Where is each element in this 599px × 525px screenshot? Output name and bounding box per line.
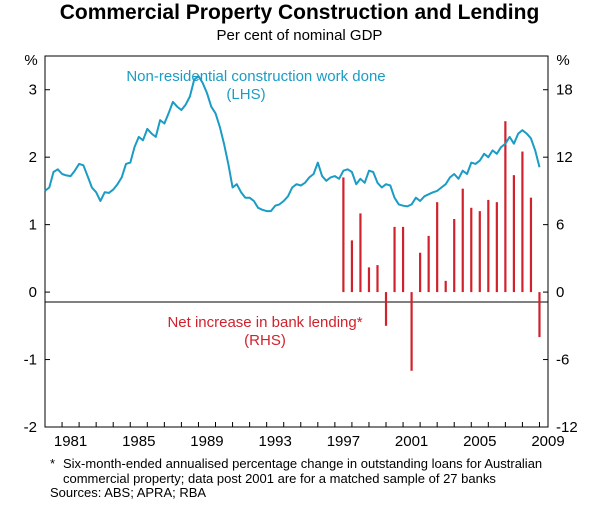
right-tick-label: -12 [556,419,578,436]
lending-bar [393,226,396,293]
lending-bar [478,211,481,293]
plot-frame [44,55,549,428]
footnote-mark: * [50,456,56,471]
right-tick-label: 12 [556,149,573,166]
x-tick-label: 2005 [463,433,496,450]
right-axis: % -12 -6 0 6 12 18 [543,52,578,436]
x-tick-label: 2009 [531,433,564,450]
left-tick-label: -1 [24,352,37,369]
lending-bar [504,121,507,293]
x-tick-label: 1989 [190,433,223,450]
lending-bar [436,202,439,293]
footnote-text: Six-month-ended annualised percentage ch… [63,456,543,486]
lending-bar [461,188,464,293]
lending-series-label: Net increase in bank lending* [167,314,362,331]
lending-bar [453,219,456,293]
lending-bar [401,226,405,293]
lending-bar [529,197,533,293]
x-tick-label: 1985 [122,433,155,450]
lending-bar [521,151,524,293]
left-axis-unit: % [24,52,37,69]
left-tick-label: 1 [29,217,37,234]
left-tick-label: 2 [29,149,37,166]
lending-bar [470,207,473,293]
construction-series-label: Non-residential construction work done [126,68,385,85]
right-axis-unit: % [556,52,569,69]
lending-bar [410,292,413,371]
x-tick-label: 1993 [258,433,291,450]
lending-bar [350,240,354,293]
construction-axis-label: (LHS) [226,86,265,103]
chart-subtitle: Per cent of nominal GDP [216,27,383,44]
left-axis: % -2 -1 0 1 2 3 [24,52,50,436]
right-tick-label: 0 [556,284,564,301]
lending-bar [495,202,498,293]
left-tick-label: -2 [24,419,37,436]
lending-bar [359,213,362,293]
x-tick-label: 2001 [395,433,428,450]
construction-line [44,75,541,213]
right-tick-label: 6 [556,217,564,234]
lending-bar [367,267,371,293]
lending-bar [419,252,422,293]
footnote: * Six-month-ended annualised percentage … [50,456,590,486]
lending-bar [342,177,345,293]
chart-notes: * Six-month-ended annualised percentage … [50,456,590,501]
x-tick-label: 1981 [54,433,87,450]
x-tick-label: 1997 [327,433,360,450]
right-tick-label: 18 [556,82,573,99]
construction-series-line [44,75,541,213]
x-axis: 1981 1985 1989 1993 1997 2001 2005 2009 [44,422,565,450]
lending-bar [538,292,541,338]
lending-bar [376,265,379,293]
left-tick-label: 3 [29,82,37,99]
lending-bar [487,199,490,293]
annotations: Non-residential construction work done (… [126,68,385,349]
chart-title: Commercial Property Construction and Len… [59,1,540,24]
lending-bar [384,292,388,326]
lending-bar [444,280,447,293]
lending-bars [342,121,541,371]
lending-bar [427,235,430,293]
sources: Sources: ABS; APRA; RBA [50,485,207,500]
right-tick-label: -6 [556,352,569,369]
lending-bar [512,175,515,293]
lending-axis-label: (RHS) [244,332,286,349]
left-tick-label: 0 [29,284,37,301]
